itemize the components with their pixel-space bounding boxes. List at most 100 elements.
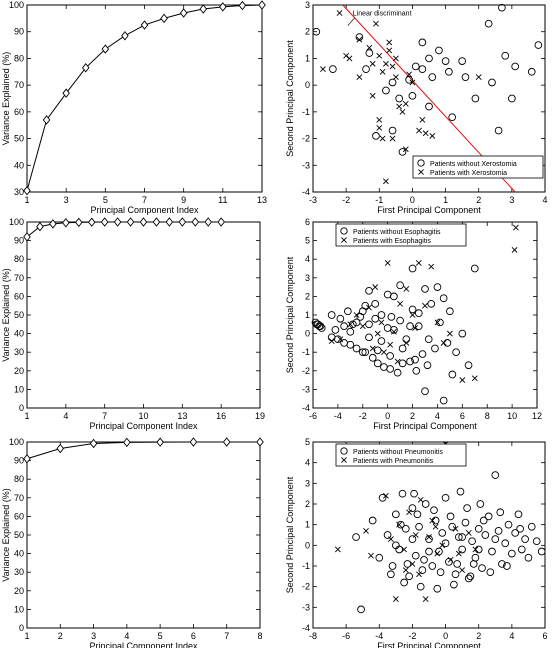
data-point-x	[403, 286, 410, 292]
data-point-circle	[425, 102, 433, 111]
data-point-diamond	[189, 437, 198, 447]
data-point-circle	[414, 322, 423, 331]
y-tick-label: -1	[302, 107, 310, 117]
data-point-circle	[382, 86, 390, 95]
data-point-circle	[340, 322, 348, 331]
data-point-x	[397, 300, 404, 307]
x-tick-label: 4	[542, 195, 547, 205]
x-tick-label: 8	[485, 411, 490, 421]
x-tick-label: -8	[309, 631, 317, 641]
y-tick-label: 100	[9, 217, 24, 227]
data-point-circle	[438, 529, 447, 537]
data-point-x	[415, 260, 422, 266]
data-point-diamond	[140, 20, 149, 30]
y-tick-label: 60	[14, 291, 24, 301]
data-point-circle	[454, 533, 463, 541]
x-tick-label: 6	[542, 631, 547, 641]
y-axis-label: Variance Explained (%)	[1, 52, 11, 145]
data-point-x	[382, 60, 389, 67]
chart-p3: 1 2 3 4 5 6 7 80102030405060708090100Principal …	[1, 437, 264, 648]
data-point-diamond	[256, 437, 264, 447]
data-point-circle	[433, 283, 442, 291]
data-point-x	[459, 567, 466, 574]
data-point-diamond	[113, 217, 122, 227]
data-point-circle	[458, 57, 466, 65]
data-point-circle	[481, 531, 490, 539]
data-point-circle	[408, 264, 417, 273]
data-point-x	[337, 336, 344, 343]
y-tick-label: 3	[305, 273, 310, 283]
x-tick-label: -4	[375, 631, 383, 641]
data-point-circle	[365, 49, 374, 57]
data-point-circle	[446, 307, 454, 316]
y-tick-label: 70	[14, 493, 24, 503]
data-point-circle	[371, 314, 380, 323]
data-point-circle	[458, 329, 467, 338]
data-point-x	[346, 55, 353, 62]
data-point-x	[369, 92, 376, 99]
data-point-circle	[371, 299, 380, 308]
data-point-circle	[537, 547, 546, 556]
data-point-circle	[491, 535, 500, 543]
data-point-circle	[327, 333, 336, 342]
data-point-diamond	[23, 232, 31, 242]
data-point-circle	[464, 361, 473, 370]
data-point-circle	[524, 553, 533, 562]
data-point-circle	[424, 335, 433, 344]
data-point-circle	[398, 359, 407, 368]
data-point-circle	[474, 545, 483, 554]
y-tick-label: -3	[302, 602, 310, 612]
x-tick-label: 7	[102, 411, 107, 421]
y-tick-label: 40	[14, 329, 24, 339]
y-tick-label: -2	[302, 366, 310, 376]
data-point-x	[328, 338, 335, 344]
y-tick-label: 50	[14, 134, 24, 144]
data-point-x	[387, 536, 394, 543]
data-point-circle	[464, 574, 473, 583]
data-point-circle	[484, 512, 493, 521]
data-point-x	[512, 224, 519, 231]
data-point-circle	[517, 545, 526, 554]
data-point-diamond	[121, 31, 129, 41]
data-point-circle	[358, 348, 367, 357]
data-point-circle	[436, 568, 445, 577]
data-point-circle	[420, 555, 428, 564]
x-tick-label: -2	[342, 195, 350, 205]
y-tick-label: 30	[14, 567, 24, 577]
data-point-circle	[331, 326, 340, 334]
data-point-diamond	[191, 217, 200, 227]
data-point-x	[353, 312, 360, 318]
data-point-circle	[387, 313, 396, 321]
y-tick-label: 40	[14, 549, 24, 559]
x-tick-label: 16	[216, 411, 226, 421]
x-tick-label: 11	[218, 195, 227, 205]
data-point-circle	[380, 363, 388, 371]
y-tick-label: 50	[14, 310, 24, 320]
data-point-x	[366, 304, 372, 311]
data-point-circle	[408, 305, 417, 314]
data-point-circle	[406, 322, 414, 331]
data-point-circle	[388, 562, 397, 570]
data-point-diamond	[126, 217, 135, 227]
data-point-circle	[441, 539, 450, 548]
data-point-circle	[451, 570, 460, 579]
legend-box	[412, 155, 544, 179]
data-point-x	[409, 79, 416, 86]
data-point-x	[379, 68, 386, 75]
data-point-circle	[516, 524, 524, 533]
y-tick-label: 60	[14, 107, 24, 117]
data-point-diamond	[87, 217, 96, 227]
data-point-circle	[469, 560, 478, 568]
x-tick-label: 4	[509, 631, 514, 641]
data-point-circle	[377, 337, 386, 345]
legend-label: Patients with Xerostomia	[430, 170, 507, 177]
data-point-circle	[388, 126, 397, 135]
legend-label: Patients with Esophagitis	[353, 238, 431, 245]
x-tick-label: 12	[532, 411, 542, 421]
y-tick-label: 4	[305, 254, 310, 264]
data-point-circle	[471, 553, 480, 562]
x-tick-label: 13	[257, 195, 267, 205]
y-tick-label: 10	[14, 604, 24, 614]
y-tick-label: 70	[14, 273, 24, 283]
